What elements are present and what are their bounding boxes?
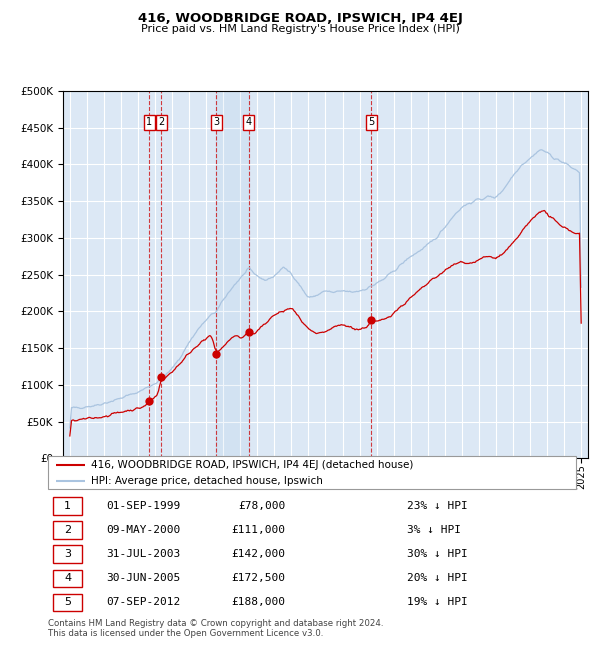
Text: 23% ↓ HPI: 23% ↓ HPI — [407, 501, 468, 511]
Text: 3: 3 — [213, 117, 219, 127]
Text: 416, WOODBRIDGE ROAD, IPSWICH, IP4 4EJ: 416, WOODBRIDGE ROAD, IPSWICH, IP4 4EJ — [137, 12, 463, 25]
Text: 2: 2 — [64, 525, 71, 535]
Text: £111,000: £111,000 — [232, 525, 286, 535]
FancyBboxPatch shape — [53, 497, 82, 515]
FancyBboxPatch shape — [53, 593, 82, 611]
Text: 4: 4 — [246, 117, 252, 127]
FancyBboxPatch shape — [53, 545, 82, 563]
Bar — [216, 91, 249, 458]
Text: 19% ↓ HPI: 19% ↓ HPI — [407, 597, 468, 607]
Text: £142,000: £142,000 — [232, 549, 286, 559]
Text: 09-MAY-2000: 09-MAY-2000 — [106, 525, 180, 535]
FancyBboxPatch shape — [53, 521, 82, 539]
Text: 5: 5 — [64, 597, 71, 607]
Text: 30-JUN-2005: 30-JUN-2005 — [106, 573, 180, 583]
Text: 3% ↓ HPI: 3% ↓ HPI — [407, 525, 461, 535]
Text: Price paid vs. HM Land Registry's House Price Index (HPI): Price paid vs. HM Land Registry's House … — [140, 24, 460, 34]
Text: 416, WOODBRIDGE ROAD, IPSWICH, IP4 4EJ (detached house): 416, WOODBRIDGE ROAD, IPSWICH, IP4 4EJ (… — [91, 460, 413, 470]
Text: 5: 5 — [368, 117, 374, 127]
FancyBboxPatch shape — [53, 569, 82, 587]
Text: £188,000: £188,000 — [232, 597, 286, 607]
Text: £172,500: £172,500 — [232, 573, 286, 583]
Text: 1: 1 — [64, 501, 71, 511]
Text: 4: 4 — [64, 573, 71, 583]
Text: 3: 3 — [64, 549, 71, 559]
Text: 2: 2 — [158, 117, 164, 127]
Text: 01-SEP-1999: 01-SEP-1999 — [106, 501, 180, 511]
Text: HPI: Average price, detached house, Ipswich: HPI: Average price, detached house, Ipsw… — [91, 476, 323, 486]
Text: This data is licensed under the Open Government Licence v3.0.: This data is licensed under the Open Gov… — [48, 629, 323, 638]
Text: 30% ↓ HPI: 30% ↓ HPI — [407, 549, 468, 559]
Text: 1: 1 — [146, 117, 152, 127]
Text: 31-JUL-2003: 31-JUL-2003 — [106, 549, 180, 559]
Text: Contains HM Land Registry data © Crown copyright and database right 2024.: Contains HM Land Registry data © Crown c… — [48, 619, 383, 628]
Text: 07-SEP-2012: 07-SEP-2012 — [106, 597, 180, 607]
Text: £78,000: £78,000 — [238, 501, 286, 511]
Text: 20% ↓ HPI: 20% ↓ HPI — [407, 573, 468, 583]
